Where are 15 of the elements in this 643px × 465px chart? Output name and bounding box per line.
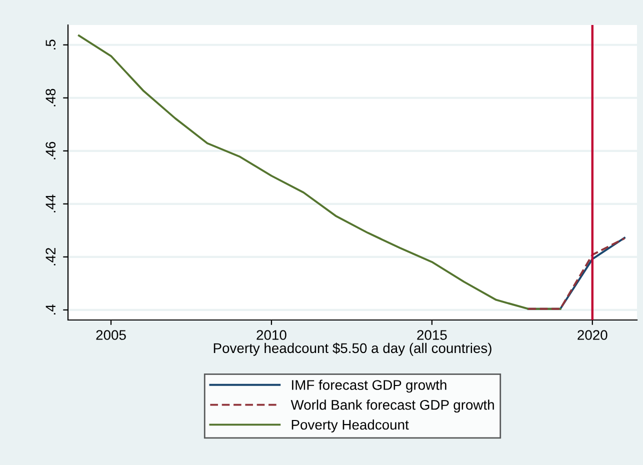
- x-axis-title: Poverty headcount $5.50 a day (all countries): [214, 342, 492, 356]
- line-series: [78, 34, 562, 310]
- legend-label: IMF forecast GDP growth: [292, 380, 446, 393]
- x-tick-label: 2015: [417, 330, 447, 340]
- x-tick-label: 2020: [578, 330, 608, 340]
- legend-label: Poverty Headcount: [292, 419, 409, 432]
- y-tick-label: .5: [46, 40, 56, 50]
- x-tick-label: 2005: [96, 330, 126, 340]
- y-tick-label: .42: [46, 248, 56, 266]
- y-tick-label: .46: [46, 142, 56, 160]
- y-tick-label: .44: [46, 194, 56, 212]
- y-tick-label: .48: [46, 88, 56, 106]
- y-tick-label: .4: [46, 304, 56, 314]
- legend-label: World Bank forecast GDP growth: [290, 400, 494, 413]
- x-tick-label: 2010: [256, 330, 286, 340]
